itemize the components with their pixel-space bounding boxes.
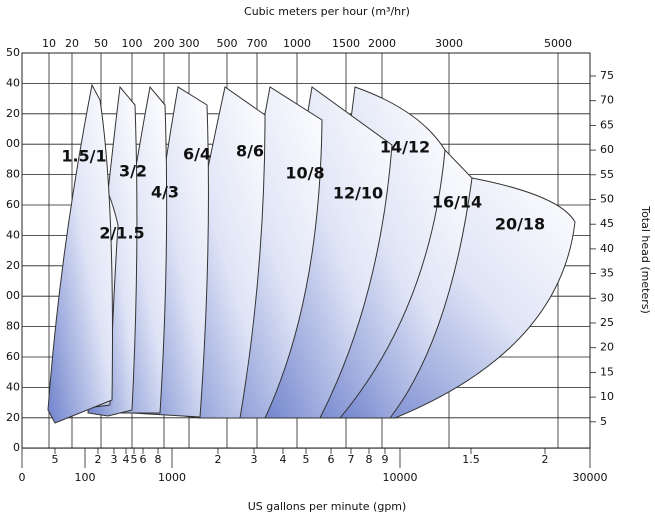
bottom-minor-label: 5 [131, 453, 138, 466]
left-tick-label: 60 [6, 198, 20, 211]
bottom-major-label: 0 [19, 471, 26, 484]
region-label: 8/6 [236, 142, 264, 161]
bottom-minor-label: 1.5 [462, 453, 480, 466]
bottom-minor-label: 3 [251, 453, 258, 466]
right-axis-title: Total head (meters) [639, 205, 652, 314]
right-tick-label: 20 [600, 341, 614, 354]
right-tick-label: 55 [600, 168, 614, 181]
region-label: 12/10 [333, 184, 383, 203]
right-tick-label: 60 [600, 143, 614, 156]
bottom-minor-label: 6 [328, 453, 335, 466]
bottom-minor-label: 6 [140, 453, 147, 466]
bottom-minor-label: 3 [111, 453, 118, 466]
bottom-major-label: 10000 [383, 471, 418, 484]
region-label: 14/12 [380, 138, 430, 157]
top-tick-label: 20 [65, 37, 79, 50]
region-label: 1.5/1 [61, 147, 106, 166]
bottom-minor-label: 7 [348, 453, 355, 466]
top-tick-label: 1000 [283, 37, 311, 50]
top-tick-label: 50 [94, 37, 108, 50]
region-label: 4/3 [151, 183, 179, 202]
left-tick-label: 00 [6, 289, 20, 302]
top-tick-label: 1500 [332, 37, 360, 50]
regions [47, 83, 576, 424]
region-label: 3/2 [119, 162, 147, 181]
top-tick-label: 200 [154, 37, 175, 50]
left-tick-label: 40 [6, 380, 20, 393]
top-tick-label: 100 [122, 37, 143, 50]
bottom-minor-label: 5 [52, 453, 59, 466]
top-tick-label: 5000 [544, 37, 572, 50]
left-tick-label: 60 [6, 350, 20, 363]
region-label: 10/8 [285, 164, 324, 183]
bottom-minor-label: 5 [303, 453, 310, 466]
bottom-minor-label: 4 [280, 453, 287, 466]
region-label: 6/4 [183, 145, 211, 164]
right-tick-label: 75 [600, 69, 614, 82]
right-tick-label: 70 [600, 94, 614, 107]
left-tick-label: 40 [6, 228, 20, 241]
left-tick-label: 20 [6, 107, 20, 120]
right-tick-label: 30 [600, 291, 614, 304]
top-tick-label: 700 [247, 37, 268, 50]
left-tick-label: 80 [6, 168, 20, 181]
bottom-major-label: 30000 [573, 471, 608, 484]
bottom-major-label: 100 [75, 471, 96, 484]
right-tick-label: 40 [600, 242, 614, 255]
top-tick-label: 2000 [368, 37, 396, 50]
right-tick-label: 50 [600, 193, 614, 206]
bottom-minor-label: 2 [215, 453, 222, 466]
top-axis-title: Cubic meters per hour (m³/hr) [244, 5, 410, 18]
bottom-minor-label: 8 [366, 453, 373, 466]
right-tick-label: 45 [600, 217, 614, 230]
right-tick-label: 65 [600, 118, 614, 131]
top-tick-label: 300 [179, 37, 200, 50]
right-tick-label: 25 [600, 316, 614, 329]
top-tick-label: 500 [217, 37, 238, 50]
bottom-major-label: 1000 [158, 471, 186, 484]
left-tick-label: 20 [6, 411, 20, 424]
right-tick-label: 10 [600, 390, 614, 403]
bottom-minor-label: 2 [95, 453, 102, 466]
right-tick-label: 35 [600, 267, 614, 280]
bottom-minor-label: 9 [382, 453, 389, 466]
pump-region [47, 83, 113, 424]
region-label: 2/1.5 [99, 224, 144, 243]
bottom-axis-title: US gallons per minute (gpm) [248, 500, 407, 513]
left-tick-label: 50 [6, 46, 20, 59]
right-tick-label: 15 [600, 365, 614, 378]
top-tick-label: 3000 [435, 37, 463, 50]
left-tick-label: 80 [6, 320, 20, 333]
bottom-minor-label: 8 [155, 453, 162, 466]
left-tick-label: 00 [6, 137, 20, 150]
left-tick-label: 20 [6, 259, 20, 272]
bottom-minor-label: 2 [542, 453, 549, 466]
region-label: 16/14 [432, 193, 482, 212]
region-label: 20/18 [495, 215, 545, 234]
right-tick-label: 5 [600, 415, 607, 428]
top-tick-label: 10 [42, 37, 56, 50]
left-tick-label: 40 [6, 76, 20, 89]
bottom-minor-label: 4 [123, 453, 130, 466]
left-tick-label: 0 [13, 441, 20, 454]
